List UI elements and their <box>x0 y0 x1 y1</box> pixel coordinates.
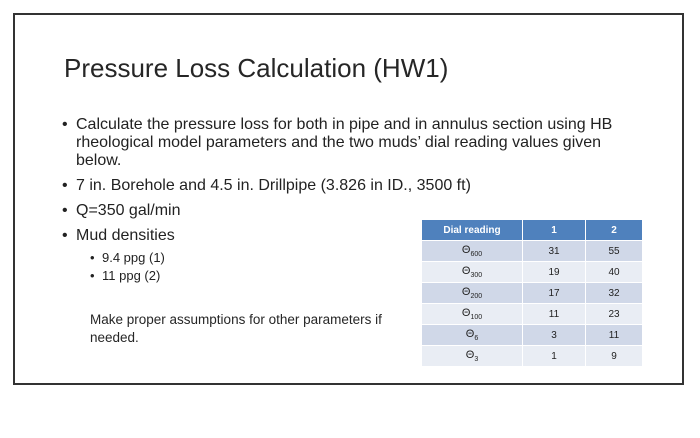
bullet-item: Q=350 gal/min <box>62 202 622 220</box>
dial-speed-cell: Θ6 <box>422 324 523 346</box>
dial-speed-cell: Θ600 <box>422 240 523 262</box>
speed-subscript: 6 <box>474 335 479 343</box>
bullet-item: 7 in. Borehole and 4.5 in. Drillpipe (3.… <box>62 177 622 195</box>
slide-title: Pressure Loss Calculation (HW1) <box>64 53 449 83</box>
sub-bullet-item: 9.4 ppg (1) <box>90 249 622 267</box>
mud1-value-cell: 3 <box>522 324 586 346</box>
dial-speed-cell: Θ300 <box>422 261 523 283</box>
mud2-value-cell: 23 <box>585 303 642 325</box>
dial-speed-cell: Θ100 <box>422 303 523 325</box>
column-header: Dial reading <box>422 220 523 241</box>
table-row: Θ100 11 23 <box>422 303 642 325</box>
table-row: Θ200 17 32 <box>422 282 642 304</box>
speed-subscript: 3 <box>474 356 479 364</box>
mud2-value-cell: 40 <box>585 261 642 283</box>
theta-symbol: Θ <box>461 306 471 319</box>
dial-reading-table: Dial reading 1 2 Θ600 31 55 Θ300 19 40 Θ… <box>422 220 642 366</box>
mud1-value-cell: 31 <box>522 240 586 262</box>
sub-bullet-item: 11 ppg (2) <box>90 267 622 285</box>
dial-speed-cell: Θ3 <box>422 345 523 366</box>
theta-symbol: Θ <box>465 327 475 340</box>
theta-symbol: Θ <box>465 348 475 361</box>
dial-speed-cell: Θ200 <box>422 282 523 304</box>
mud2-value-cell: 9 <box>585 345 642 366</box>
assumption-note: Make proper assumptions for other parame… <box>90 312 382 345</box>
bullet-item: Calculate the pressure loss for both in … <box>62 116 622 170</box>
mud2-value-cell: 11 <box>585 324 642 346</box>
table-header-row: Dial reading 1 2 <box>422 220 642 241</box>
column-header: 2 <box>585 220 642 241</box>
mud1-value-cell: 19 <box>522 261 586 283</box>
mud1-value-cell: 17 <box>522 282 586 304</box>
table-row: Θ6 3 11 <box>422 324 642 346</box>
sub-bullet-list: 9.4 ppg (1) 11 ppg (2) <box>76 249 622 285</box>
mud1-value-cell: 11 <box>522 303 586 325</box>
table-row: Θ3 1 9 <box>422 345 642 366</box>
bullet-list: Calculate the pressure loss for both in … <box>62 116 622 292</box>
speed-subscript: 300 <box>470 272 483 280</box>
mud1-value-cell: 1 <box>522 345 586 366</box>
speed-subscript: 200 <box>470 293 483 301</box>
table-row: Θ600 31 55 <box>422 240 642 262</box>
slide-frame: Pressure Loss Calculation (HW1) Calculat… <box>13 13 684 385</box>
theta-symbol: Θ <box>461 243 471 256</box>
speed-subscript: 600 <box>470 251 483 259</box>
theta-symbol: Θ <box>461 285 471 298</box>
mud2-value-cell: 32 <box>585 282 642 304</box>
table-row: Θ300 19 40 <box>422 261 642 283</box>
column-header: 1 <box>522 220 586 241</box>
bullet-item-mud-densities: Mud densities 9.4 ppg (1) 11 ppg (2) <box>62 227 622 285</box>
bullet-label: Mud densities <box>76 227 175 244</box>
speed-subscript: 100 <box>470 314 483 322</box>
mud2-value-cell: 55 <box>585 240 642 262</box>
theta-symbol: Θ <box>461 264 471 277</box>
